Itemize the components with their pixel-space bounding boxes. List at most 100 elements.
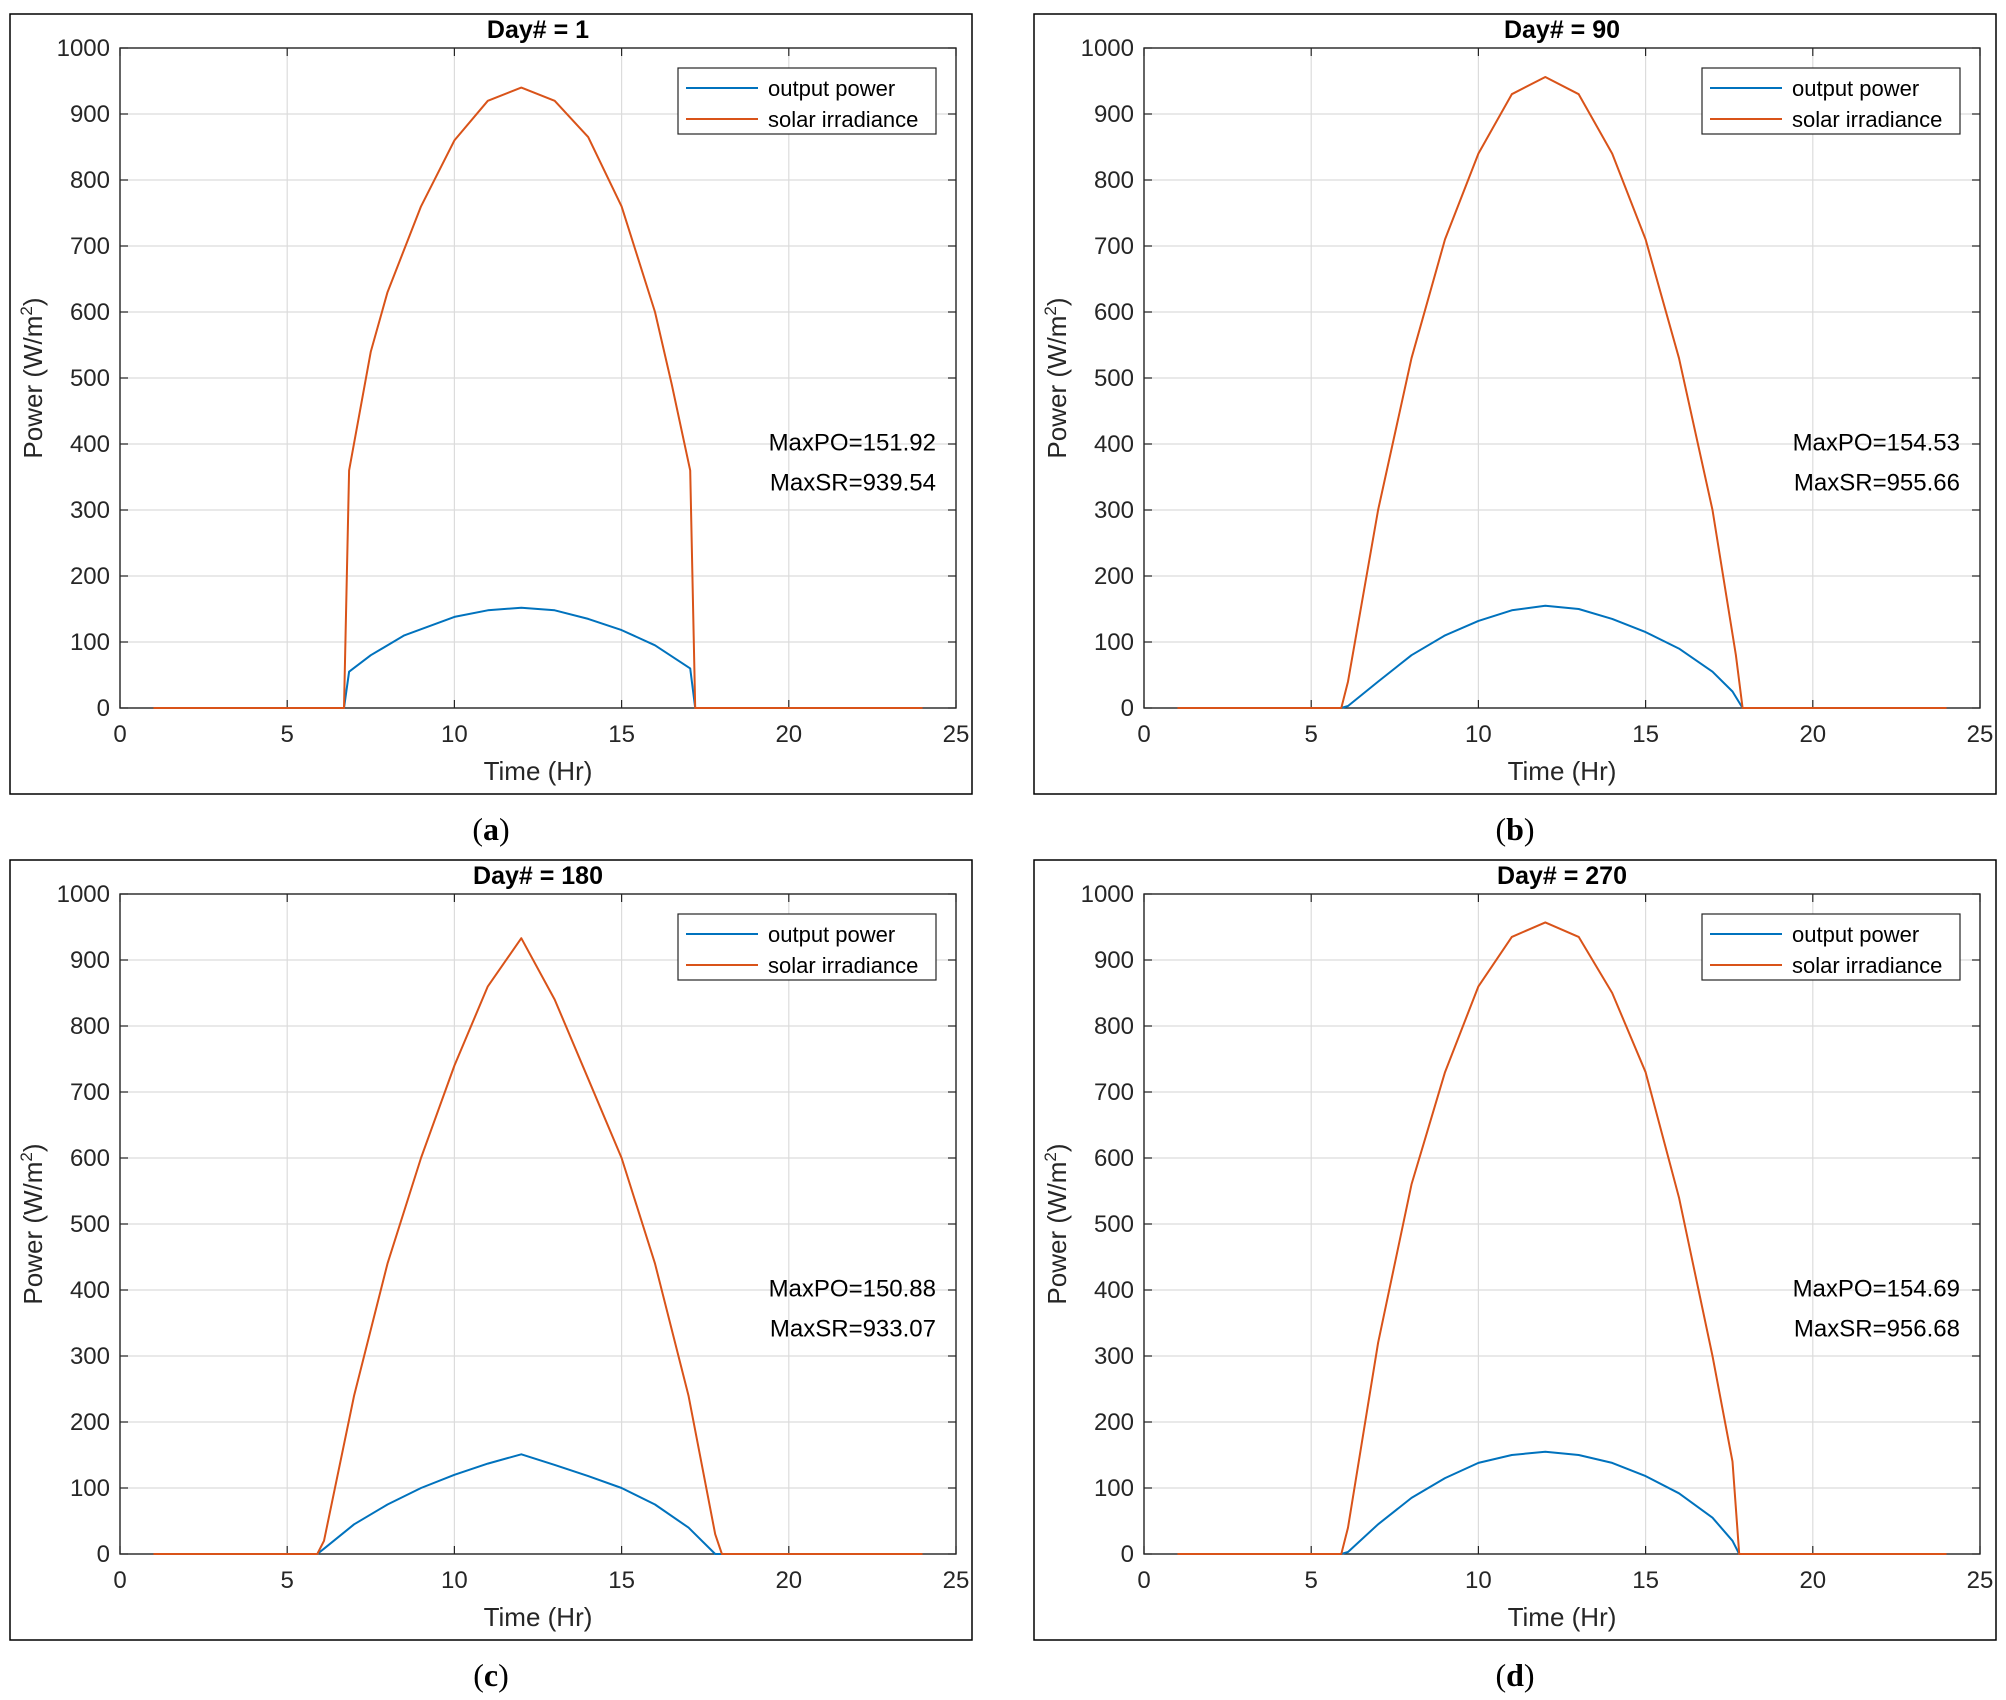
series-line-solar-irradiance: [1177, 921, 1947, 1555]
x-tick-label: 5: [1305, 721, 1318, 748]
y-tick-label: 300: [1094, 1343, 1134, 1370]
annotation-text: MaxPO=154.69: [1793, 1276, 1960, 1303]
x-tick-label: 20: [775, 721, 802, 748]
chart-panel-d: 0 5 10 15 20 25 0 100 200 300 400 500 600 700 800 900 10…: [1033, 859, 1997, 1693]
panel-frame: [1033, 859, 1997, 1641]
series-line-output-power: [153, 1453, 923, 1555]
y-tick-label: 300: [70, 497, 110, 524]
y-tick-label: 400: [70, 431, 110, 458]
y-tick-label: 700: [1094, 1079, 1134, 1106]
y-tick-label: 900: [70, 947, 110, 974]
legend-label: solar irradiance: [1792, 953, 1942, 978]
legend-box: [677, 67, 937, 135]
series-line-output-power: [1177, 1450, 1947, 1555]
annotation-text: MaxSR=956.68: [1794, 1316, 1960, 1343]
y-axis-label: Power (W/m2): [1041, 1143, 1072, 1304]
x-tick-label: 5: [281, 721, 294, 748]
x-tick-label: 20: [775, 1567, 802, 1594]
y-tick-label: 700: [70, 1079, 110, 1106]
x-axis-label: Time (Hr): [484, 756, 593, 786]
series-line-solar-irradiance: [1177, 76, 1947, 709]
y-tick-label: 800: [1094, 167, 1134, 194]
annotation-text: MaxPO=150.88: [769, 1276, 936, 1303]
y-axis-label: Power (W/m2): [17, 297, 48, 458]
y-tick-label: 0: [1121, 1541, 1134, 1568]
x-tick-label: 15: [1632, 721, 1659, 748]
legend-label: output power: [1792, 76, 1919, 101]
y-tick-label: 600: [70, 1145, 110, 1172]
x-tick-label: 10: [1465, 721, 1492, 748]
x-axis-label: Time (Hr): [484, 1602, 593, 1632]
y-tick-label: 1000: [1081, 35, 1134, 62]
annotation-text: MaxSR=939.54: [770, 470, 936, 497]
x-tick-label: 25: [943, 721, 970, 748]
y-tick-label: 400: [1094, 431, 1134, 458]
y-tick-label: 400: [70, 1277, 110, 1304]
chart-title: Day# = 90: [1504, 16, 1620, 44]
legend: output power solar irradiance: [677, 67, 937, 135]
legend: output power solar irradiance: [1701, 67, 1961, 135]
y-tick-label: 700: [1094, 233, 1134, 260]
x-tick-label: 15: [1632, 1567, 1659, 1594]
x-tick-label: 0: [113, 1567, 126, 1594]
legend-box: [677, 913, 937, 981]
y-tick-label: 800: [70, 167, 110, 194]
y-tick-label: 800: [70, 1013, 110, 1040]
series-line-output-power: [1177, 604, 1947, 709]
x-tick-label: 25: [943, 1567, 970, 1594]
x-tick-label: 15: [608, 721, 635, 748]
x-axis-label: Time (Hr): [1508, 1602, 1617, 1632]
annotation-text: MaxSR=955.66: [1794, 470, 1960, 497]
y-tick-label: 1000: [57, 881, 110, 908]
y-tick-label: 0: [1121, 695, 1134, 722]
y-tick-label: 200: [70, 1409, 110, 1436]
y-axis-label: Power (W/m2): [1041, 297, 1072, 458]
x-tick-label: 25: [1967, 1567, 1994, 1594]
y-tick-label: 900: [1094, 947, 1134, 974]
x-tick-label: 0: [1137, 1567, 1150, 1594]
panel-caption: (d): [1495, 1657, 1534, 1693]
x-tick-label: 0: [113, 721, 126, 748]
series-line-solar-irradiance: [153, 937, 923, 1555]
x-tick-label: 10: [441, 721, 468, 748]
y-tick-label: 500: [70, 365, 110, 392]
y-tick-label: 1000: [1081, 881, 1134, 908]
y-tick-label: 600: [70, 299, 110, 326]
y-tick-label: 300: [70, 1343, 110, 1370]
legend-label: output power: [1792, 922, 1919, 947]
x-tick-label: 10: [441, 1567, 468, 1594]
y-tick-label: 900: [70, 101, 110, 128]
y-tick-label: 1000: [57, 35, 110, 62]
y-tick-label: 0: [97, 1541, 110, 1568]
annotation-text: MaxPO=151.92: [769, 430, 936, 457]
chart-panel-c: 0 5 10 15 20 25 0 100 200 300 400 500 600 700 800 900 10…: [9, 859, 973, 1693]
y-tick-label: 300: [1094, 497, 1134, 524]
y-tick-label: 800: [1094, 1013, 1134, 1040]
y-tick-label: 500: [1094, 1211, 1134, 1238]
series-line-output-power: [153, 606, 923, 709]
y-tick-label: 100: [1094, 629, 1134, 656]
x-tick-label: 10: [1465, 1567, 1492, 1594]
panel-caption: (b): [1495, 811, 1534, 847]
legend-label: solar irradiance: [1792, 107, 1942, 132]
chart-title: Day# = 1: [487, 16, 589, 44]
annotation-text: MaxPO=154.53: [1793, 430, 1960, 457]
panel-frame: [9, 13, 973, 795]
chart-panel-a: 0 5 10 15 20 25 0 100 200 300 400 500 600 700 800 900 10…: [9, 13, 973, 847]
legend-label: output power: [768, 76, 895, 101]
x-tick-label: 15: [608, 1567, 635, 1594]
y-tick-label: 400: [1094, 1277, 1134, 1304]
chart-panel-b: 0 5 10 15 20 25 0 100 200 300 400 500 600 700 800 900 10…: [1033, 13, 1997, 847]
panel-caption: (a): [472, 811, 509, 847]
legend-box: [1701, 67, 1961, 135]
y-tick-label: 500: [70, 1211, 110, 1238]
y-tick-label: 200: [70, 563, 110, 590]
legend-box: [1701, 913, 1961, 981]
y-tick-label: 500: [1094, 365, 1134, 392]
annotation-text: MaxSR=933.07: [770, 1316, 936, 1343]
y-tick-label: 100: [70, 629, 110, 656]
y-tick-label: 100: [1094, 1475, 1134, 1502]
y-axis-label: Power (W/m2): [17, 1143, 48, 1304]
y-tick-label: 600: [1094, 1145, 1134, 1172]
